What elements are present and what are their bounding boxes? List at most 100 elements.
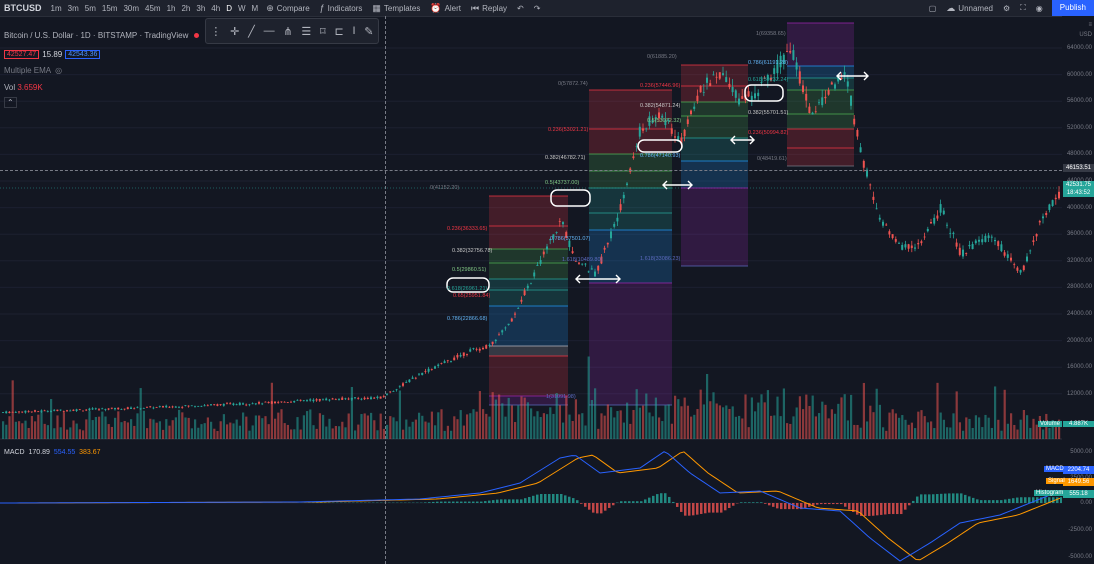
candle-body <box>264 401 267 403</box>
timeframe-45m[interactable]: 45m <box>145 3 161 13</box>
candle-body <box>213 404 216 406</box>
undo-button[interactable]: ↶ <box>517 3 524 13</box>
sell-price[interactable]: 42527.47 <box>4 50 40 59</box>
candle-body <box>101 408 104 410</box>
volume-bar <box>267 424 270 439</box>
fib-zone <box>681 161 748 188</box>
fib-level-label: 0(61885.20) <box>647 54 677 60</box>
buy-price[interactable]: 42543.36 <box>65 50 101 59</box>
volume-bar <box>843 394 846 439</box>
volume-bar <box>632 409 635 439</box>
histogram-bar <box>520 499 523 503</box>
histogram-bar <box>652 495 655 503</box>
volume-bar <box>1026 415 1029 439</box>
candle-body <box>782 54 785 65</box>
drag-handle-icon[interactable]: ⋮ <box>210 25 222 38</box>
volume-bar <box>782 388 785 439</box>
trendline-tool-icon[interactable]: ╱ <box>248 25 255 38</box>
volume-bar <box>734 416 737 439</box>
eye-icon[interactable]: ◎ <box>55 66 63 75</box>
timeframe-w[interactable]: W <box>237 3 246 13</box>
symbol-search[interactable]: BTCUSD <box>4 3 42 13</box>
volume-bar <box>808 405 811 439</box>
volume-bar <box>629 423 632 439</box>
measure-tool-icon[interactable]: ⊏ <box>334 25 344 38</box>
candle-body <box>709 83 712 86</box>
compare-button[interactable]: ⊕ Compare <box>266 3 309 14</box>
timeframe-1m[interactable]: 1m <box>50 3 62 13</box>
timeframe-5m[interactable]: 5m <box>84 3 96 13</box>
volume-bar <box>549 407 552 439</box>
volume-bar <box>56 415 59 439</box>
volume-bar <box>693 414 696 439</box>
candle-body <box>581 263 584 265</box>
price-axis[interactable]: ≡ USD 64000.00 60000.00 56000.00 52000.00 48… <box>1062 16 1094 564</box>
price-tick: 40000.00 <box>1066 204 1092 211</box>
volume-bar <box>862 382 865 439</box>
volume-bar <box>606 404 609 439</box>
timeframe-1h[interactable]: 1h <box>166 3 176 13</box>
shapes-tool-icon[interactable]: ⌑ <box>320 25 326 38</box>
candle-body <box>565 232 568 238</box>
histogram-bar <box>796 503 799 510</box>
timeframe-15m[interactable]: 15m <box>101 3 118 13</box>
volume-bar <box>376 430 379 439</box>
candle-body <box>389 391 392 393</box>
brush-tool-icon[interactable]: ✎ <box>364 25 374 38</box>
horizontal-line-tool-icon[interactable]: — <box>263 25 275 37</box>
chart-canvas[interactable] <box>0 16 1062 564</box>
snapshot-button[interactable]: ◉ <box>1036 4 1043 13</box>
volume-bar <box>194 419 197 439</box>
timeframe-2h[interactable]: 2h <box>181 3 191 13</box>
crosshair-tool-icon[interactable]: ✛ <box>230 25 240 38</box>
layout-button[interactable]: ▢ <box>928 3 937 13</box>
candle-body <box>69 410 72 412</box>
volume-bar <box>888 412 891 439</box>
currency-label[interactable]: USD <box>1079 32 1092 38</box>
indicator-row: Multiple EMA ◎ <box>4 65 199 76</box>
candle-body <box>133 408 136 410</box>
fullscreen-button[interactable]: ⛶ <box>1020 3 1026 13</box>
annotations <box>446 71 869 293</box>
histogram-bar <box>576 500 579 503</box>
templates-button[interactable]: ▦ Templates <box>372 3 420 14</box>
indicators-button[interactable]: ƒ Indicators <box>320 3 363 13</box>
histogram-bar <box>896 503 899 515</box>
pitchfork-tool-icon[interactable]: ⋔ <box>283 25 293 38</box>
volume-bar <box>626 402 629 439</box>
candle-body <box>648 116 651 126</box>
replay-button[interactable]: ⏮ Replay <box>471 3 507 14</box>
timeframe-3m[interactable]: 3m <box>67 3 79 13</box>
indicator-label[interactable]: Multiple EMA <box>4 66 52 75</box>
fib-zone <box>589 188 672 213</box>
fib-tool-icon[interactable]: ☰ <box>301 25 312 38</box>
candle-body <box>850 95 852 106</box>
collapse-legend-button[interactable]: ⌃ <box>4 97 199 108</box>
candle-body <box>731 86 734 93</box>
volume-bar <box>846 420 849 439</box>
settings-button[interactable]: ⚙ <box>1003 4 1010 13</box>
redo-button[interactable]: ↷ <box>533 3 541 13</box>
timeframe-m[interactable]: M <box>251 3 259 13</box>
candle-body <box>686 119 689 124</box>
timeframe-4h[interactable]: 4h <box>211 3 221 13</box>
candle-body <box>78 409 81 411</box>
volume-bar <box>363 413 366 439</box>
grid-icon: ▦ <box>372 2 381 13</box>
publish-button[interactable]: Publish <box>1051 0 1094 16</box>
volume-bar <box>958 422 961 439</box>
fib-zone <box>589 129 672 154</box>
alert-button[interactable]: ⏰ Alert <box>430 3 461 14</box>
axis-menu-icon[interactable]: ≡ <box>1088 22 1092 28</box>
layout-name[interactable]: ☁ Unnamed <box>946 3 993 14</box>
timeframe-30m[interactable]: 30m <box>123 3 139 13</box>
text-tool-icon[interactable]: I <box>352 25 356 37</box>
candle-body <box>805 93 808 101</box>
candle-body <box>309 399 312 401</box>
timeframe-d[interactable]: D <box>226 3 232 13</box>
countdown-label: 18:43:52 <box>1063 189 1094 197</box>
timeframe-3h[interactable]: 3h <box>196 3 206 13</box>
candle-body <box>702 91 705 93</box>
histogram-bar <box>852 503 855 512</box>
volume-bar <box>885 430 888 439</box>
